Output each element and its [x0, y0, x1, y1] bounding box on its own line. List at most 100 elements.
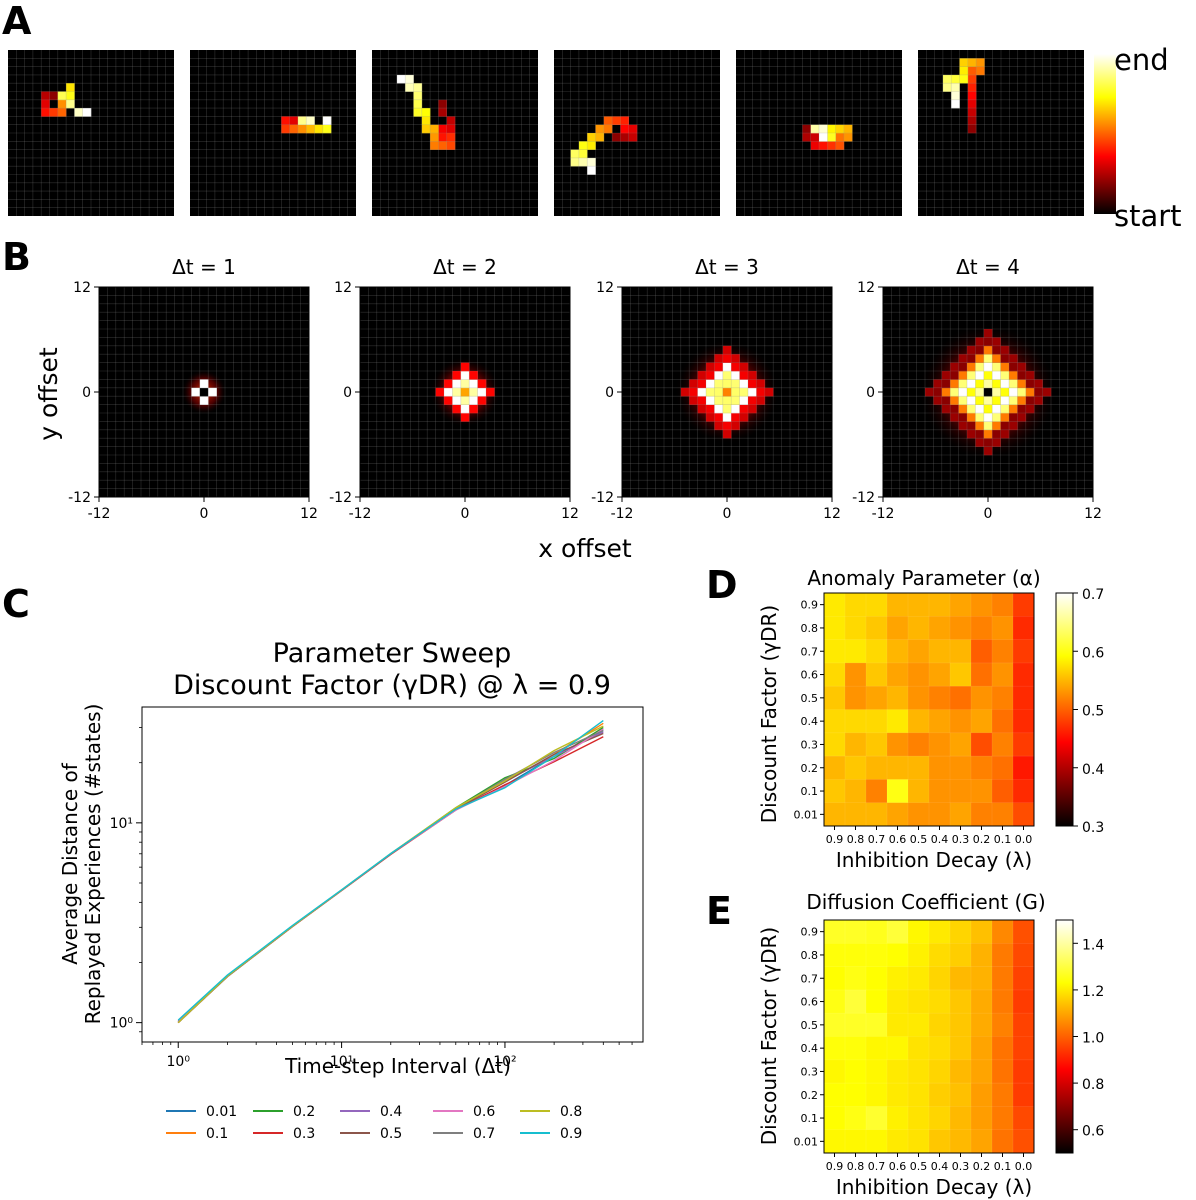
heatmap-cell — [971, 593, 993, 617]
panel-letter-d: D — [706, 563, 738, 607]
distribution-cell — [967, 345, 976, 355]
trajectory-cell — [628, 133, 638, 142]
panel-letter-c: C — [2, 582, 30, 626]
heatmap-cell — [1013, 802, 1035, 827]
x-tick-label: 0.9 — [826, 1160, 844, 1173]
distribution-cell — [731, 396, 740, 405]
heatmap-cell — [992, 732, 1014, 757]
heatmap-cell — [824, 639, 846, 664]
y-tick-label: 0 — [343, 385, 352, 401]
distribution-cell — [975, 337, 985, 347]
distribution-cell — [967, 413, 976, 422]
distribution-cell — [722, 371, 732, 380]
distribution-cell — [983, 345, 993, 355]
x-tick-label: 0.5 — [910, 1160, 928, 1173]
distribution-cell — [967, 354, 976, 363]
panel-letter-b: B — [2, 235, 31, 279]
y-tick-label: 0 — [605, 385, 614, 401]
heatmap-cell — [887, 989, 909, 1014]
heatmap-cell — [1013, 616, 1035, 640]
heatmap-cell — [950, 686, 972, 710]
distribution-cell — [983, 371, 993, 380]
trajectory-cell — [446, 133, 456, 142]
heatmap-cell — [950, 1083, 972, 1107]
distribution-cell — [967, 387, 976, 397]
trajectory-cell — [438, 108, 447, 117]
trajectory-cell — [297, 124, 307, 134]
trajectory-cell — [421, 116, 431, 125]
y-tick-label: 0 — [866, 385, 875, 401]
trajectory-cell — [306, 116, 315, 125]
distribution-cell — [958, 371, 968, 380]
heatmap-cell — [908, 1083, 930, 1107]
heatmap-cell — [845, 920, 867, 944]
distribution-cell — [983, 354, 993, 363]
heatmap-cell — [866, 802, 888, 827]
heatmap-cell — [950, 1036, 972, 1061]
heatmap-cell — [971, 616, 993, 640]
distribution-cell — [983, 396, 993, 405]
distribution-cell — [486, 387, 495, 397]
distribution-cell — [958, 413, 968, 422]
trajectory-cell — [967, 66, 977, 76]
heatmap-cell — [824, 920, 846, 944]
heatmap-cell — [845, 709, 867, 734]
trajectory-cell — [421, 108, 431, 117]
distribution-cell — [1034, 387, 1043, 397]
x-tick-label: 12 — [1084, 506, 1102, 522]
distribution-cell — [756, 396, 766, 405]
heatmap-cell — [992, 1059, 1014, 1084]
x-tick-label: 0.2 — [973, 833, 991, 846]
heatmap-cell — [845, 1013, 867, 1037]
distribution-cell — [967, 371, 976, 380]
distribution-cell — [469, 379, 478, 389]
distribution-cell — [706, 413, 715, 422]
distribution-cell — [983, 446, 993, 456]
distribution-cell — [1000, 362, 1010, 372]
panel-a-colorbar — [1094, 54, 1116, 214]
trajectory-cell — [620, 124, 629, 134]
heatmap-cell — [845, 1059, 867, 1084]
heatmap-cell — [824, 1083, 846, 1107]
distribution-cell — [983, 387, 993, 397]
colorbar-tick-label: 0.7 — [1082, 587, 1104, 603]
distribution-cell — [697, 404, 707, 414]
distribution-cell — [722, 404, 732, 414]
distribution-cell — [1025, 404, 1035, 414]
y-tick-label: 0.3 — [801, 1065, 819, 1078]
heatmap-cell — [908, 709, 930, 734]
heatmap-cell — [1013, 920, 1035, 944]
trajectory-map-4 — [554, 50, 720, 216]
y-tick-label: -12 — [329, 490, 352, 506]
distribution-cell — [1009, 396, 1018, 405]
distribution-cell — [983, 413, 993, 422]
trajectory-cell — [297, 116, 307, 125]
trajectory-cell — [413, 91, 423, 101]
distribution-cell — [722, 387, 732, 397]
distribution-cell — [706, 371, 715, 380]
displacement-map-2: Δt = 2 -12-12 0 0 12 12 — [329, 255, 579, 522]
heatmap-cell — [1013, 756, 1035, 780]
x-tick-label: -12 — [872, 506, 895, 522]
distribution-cell — [748, 387, 757, 397]
distribution-cell — [1009, 379, 1018, 389]
heatmap-cell — [992, 616, 1014, 640]
distribution-cell — [983, 404, 993, 414]
heatmap-cell — [824, 662, 846, 687]
heatmap-cell — [866, 943, 888, 967]
trajectory-map-5 — [736, 50, 902, 216]
heatmap-cell — [866, 989, 888, 1014]
heatmap-cell — [866, 732, 888, 757]
trajectory-cell — [587, 166, 596, 175]
distribution-cell — [722, 421, 732, 431]
heatmap-cell — [971, 989, 993, 1014]
heatmap-cell — [866, 1059, 888, 1084]
y-tick-label: 0.6 — [801, 669, 819, 682]
heatmap-cell — [992, 920, 1014, 944]
x-tick-label: 0.2 — [973, 1160, 991, 1173]
y-tick-label: -12 — [852, 490, 875, 506]
distribution-cell — [731, 413, 740, 422]
trajectory-cell — [322, 116, 332, 125]
distribution-cell — [1009, 354, 1018, 363]
